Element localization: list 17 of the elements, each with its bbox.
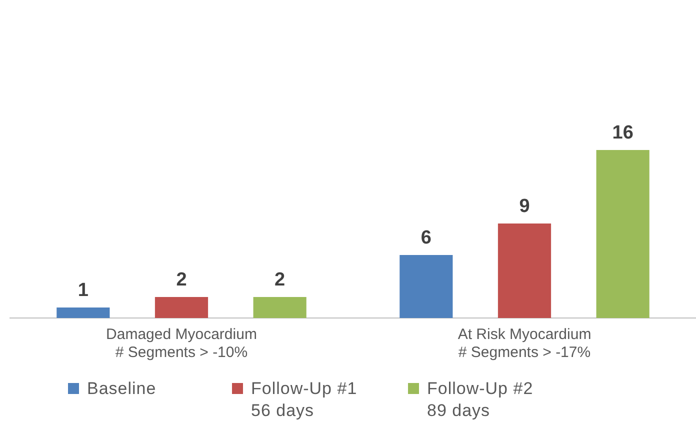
bar (154, 297, 208, 318)
bar (498, 224, 552, 318)
data-label: 6 (420, 228, 432, 249)
legend-label: Baseline (87, 378, 156, 400)
data-label: 2 (274, 270, 286, 291)
legend-label: Follow-Up #2 89 days (427, 378, 534, 422)
bar (400, 255, 453, 318)
x-tick-label: Damaged Myocardium # Segments > -10% (106, 326, 257, 362)
data-label: 1 (78, 280, 89, 302)
bar (56, 308, 110, 318)
data-label: 16 (612, 122, 634, 144)
legend-label: Follow-Up #1 56 days (251, 378, 358, 422)
data-label: 2 (176, 270, 187, 291)
bar (253, 297, 306, 318)
bar (596, 150, 650, 318)
x-tick-label: At Risk Myocardium # Segments > -17% (458, 326, 592, 362)
data-label: 9 (519, 196, 530, 218)
